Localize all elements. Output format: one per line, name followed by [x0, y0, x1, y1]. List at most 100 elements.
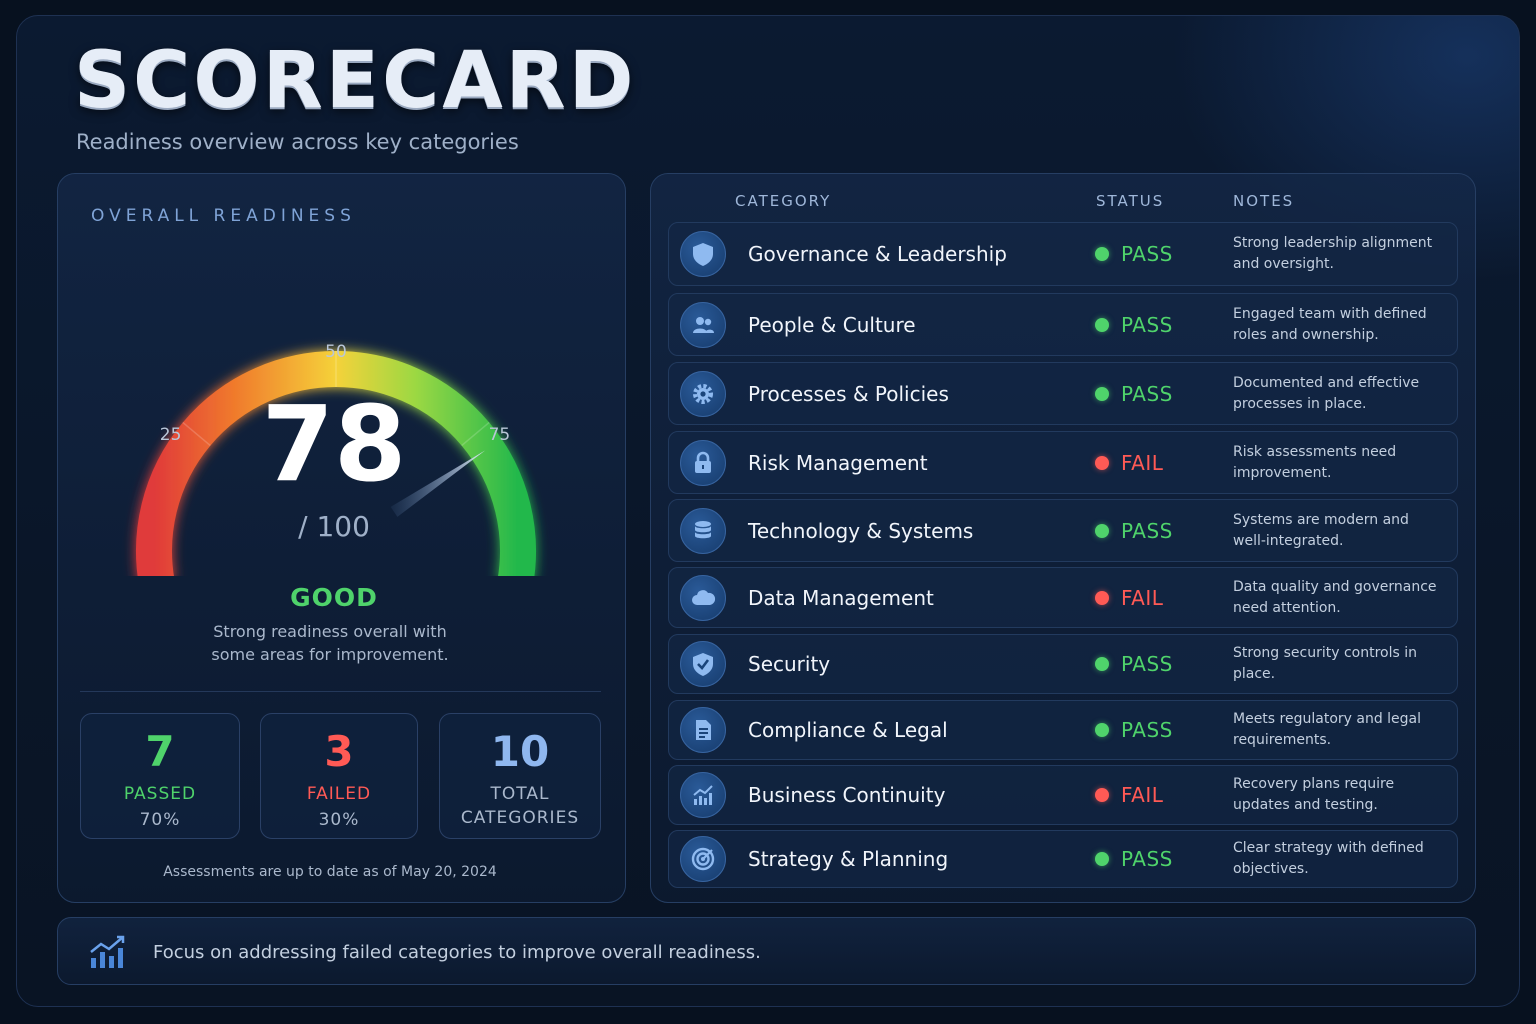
database-icon-badge [680, 507, 726, 554]
divider [80, 691, 601, 692]
status-badge: FAIL [1121, 450, 1164, 475]
chart-trend-icon [693, 785, 713, 805]
category-row[interactable]: Data Management FAIL Data quality and gove… [668, 567, 1458, 628]
status-badge: PASS [1121, 718, 1173, 742]
gauge-tick-labels: 0255075100 [160, 342, 511, 445]
category-row[interactable]: Processes & Policies PASS Documented and e… [668, 362, 1458, 425]
category-name: Compliance & Legal [748, 718, 948, 742]
failed-label: FAILED [306, 784, 372, 804]
category-name: Strategy & Planning [748, 847, 949, 871]
chart-trend-icon-badge [680, 772, 726, 818]
status-dot [1095, 788, 1109, 802]
rating-description-line-2: some areas for improvement. [211, 645, 449, 664]
gauge-tick-label: 75 [489, 425, 511, 445]
shield-check-icon [693, 653, 713, 676]
shield-icon-badge [680, 231, 726, 277]
category-name: Processes & Policies [748, 381, 949, 406]
category-name: Governance & Leadership [748, 242, 1007, 266]
category-name: Security [748, 652, 831, 676]
category-row[interactable]: People & Culture PASS Engaged team with de… [668, 293, 1458, 356]
page-subtitle: Readiness overview across key categories [76, 130, 519, 154]
category-note: Risk assessments need improvement. [1233, 443, 1397, 481]
passed-label: PASSED [123, 784, 197, 804]
gauge-separator-25 [182, 421, 211, 447]
category-name: Data Management [748, 585, 934, 610]
category-name: Technology & Systems [748, 518, 974, 543]
status-badge: PASS [1121, 381, 1173, 406]
document-icon-badge [680, 707, 726, 753]
overall-score-max: / 100 [298, 510, 370, 543]
rating-description-line-1: Strong readiness overall with [213, 622, 447, 641]
category-row[interactable]: Governance & Leadership PASS Strong leader… [668, 222, 1458, 286]
category-name: Risk Management [748, 450, 928, 475]
status-badge: FAIL [1121, 585, 1164, 610]
status-badge: PASS [1121, 847, 1173, 871]
readiness-gauge: 0255075100 [136, 342, 536, 576]
category-name: People & Culture [748, 312, 916, 337]
document-icon [696, 720, 711, 740]
category-name: Business Continuity [748, 783, 946, 807]
status-dot [1095, 852, 1109, 866]
page-title: SCORECARD [74, 36, 637, 126]
gauge-needle [390, 450, 486, 517]
status-dot [1095, 590, 1109, 605]
shield-check-icon-badge [680, 641, 726, 687]
status-dot [1095, 455, 1109, 470]
status-badge: PASS [1121, 518, 1173, 543]
gauge-tick-label: 50 [325, 342, 347, 362]
category-row[interactable]: Compliance & Legal PASS Meets regulatory a… [668, 700, 1458, 760]
gauge-separators [182, 351, 490, 447]
footer-banner [57, 917, 1476, 985]
total-count: 10 [490, 727, 550, 776]
shield-icon [693, 243, 713, 266]
people-icon [693, 316, 714, 333]
category-note: Documented and effective processes in pl… [1233, 374, 1420, 412]
category-note: Strong security controls in place. [1233, 645, 1417, 682]
category-note: Strong leadership alignment and oversigh… [1233, 235, 1433, 272]
database-icon [695, 520, 711, 538]
status-badge: PASS [1121, 652, 1173, 676]
gear-icon-badge [680, 370, 726, 417]
gauge-arc [136, 351, 536, 576]
category-note: Meets regulatory and legal requirements. [1233, 711, 1422, 748]
category-note: Recovery plans require updates and testi… [1233, 776, 1395, 813]
category-row[interactable]: Security PASS Strong security controls in … [668, 634, 1458, 694]
overall-score: 78 [261, 383, 407, 505]
status-dot [1095, 386, 1109, 401]
passed-stat-card: 7 PASSED 70% [80, 713, 240, 839]
chart-trend-icon [90, 935, 125, 968]
category-row[interactable]: Risk Management FAIL Risk assessments need… [668, 431, 1458, 494]
overall-readiness-label: OVERALL READINESS [91, 206, 356, 226]
total-label-line-1: TOTAL [490, 784, 550, 804]
category-row[interactable]: Business Continuity FAIL Recovery plans re… [668, 765, 1458, 825]
category-row[interactable]: Technology & Systems PASS Systems are mode… [668, 499, 1458, 562]
status-badge: PASS [1121, 312, 1173, 337]
column-header-category: CATEGORY [735, 192, 832, 210]
lock-icon-badge [680, 439, 726, 486]
status-dot [1095, 247, 1109, 261]
status-dot [1095, 657, 1109, 671]
status-dot [1095, 523, 1109, 538]
passed-count: 7 [145, 727, 175, 776]
total-label-line-2: CATEGORIES [460, 808, 580, 828]
target-icon [691, 847, 715, 871]
lock-icon [695, 451, 711, 473]
category-row[interactable]: Strategy & Planning PASS Clear strategy wi… [668, 830, 1458, 888]
column-header-status: STATUS [1096, 192, 1165, 210]
failed-percent: 30% [318, 810, 360, 830]
rating-description: Strong readiness overall with some areas… [180, 620, 480, 666]
status-badge: FAIL [1121, 783, 1164, 807]
failed-count: 3 [324, 727, 354, 776]
status-badge: PASS [1121, 242, 1173, 266]
footer-message: Focus on addressing failed categories to… [153, 942, 761, 963]
status-dot [1095, 317, 1109, 332]
category-note: Data quality and governance need attenti… [1233, 578, 1437, 616]
total-stat-card: 10 TOTAL CATEGORIES [439, 713, 601, 839]
category-note: Clear strategy with defined objectives. [1233, 840, 1424, 877]
cloud-icon [692, 589, 716, 605]
column-header-notes: NOTES [1233, 192, 1295, 210]
failed-stat-card: 3 FAILED 30% [260, 713, 418, 839]
target-icon-badge [680, 836, 726, 882]
last-updated-note: Assessments are up to date as of May 20,… [163, 864, 497, 880]
cloud-icon-badge [680, 574, 726, 621]
